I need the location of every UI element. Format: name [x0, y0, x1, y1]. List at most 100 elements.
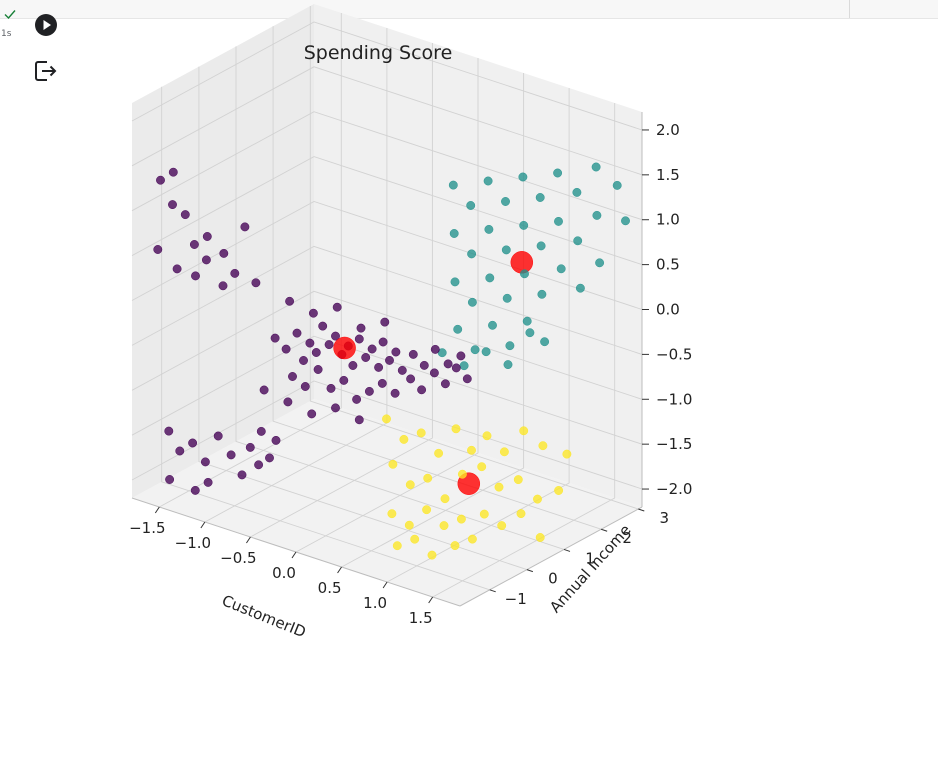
z-tick-label: −2.0	[656, 480, 692, 498]
data-point-cluster-2	[392, 541, 402, 551]
data-point-cluster-0	[406, 374, 416, 384]
data-point-cluster-0	[168, 200, 177, 210]
data-point-cluster-0	[299, 356, 308, 365]
data-point-cluster-2	[467, 534, 477, 544]
data-point-cluster-0	[356, 323, 366, 333]
x-tick-mark	[291, 551, 297, 559]
x-tick-label: −0.5	[220, 549, 256, 567]
centroid-point	[510, 251, 534, 274]
run-cell-button[interactable]	[34, 13, 58, 37]
data-point-cluster-0	[456, 351, 466, 361]
data-point-cluster-1	[466, 201, 476, 210]
data-point-cluster-2	[516, 509, 526, 519]
data-point-cluster-0	[385, 355, 394, 365]
x-grid-line	[386, 88, 570, 583]
data-point-cluster-0	[175, 446, 185, 456]
x-tick-label: −1.0	[175, 534, 211, 552]
centroid-point	[333, 336, 356, 360]
x-grid-line	[432, 103, 616, 598]
data-point-cluster-1	[484, 224, 494, 234]
data-point-cluster-1	[503, 360, 513, 370]
data-point-cluster-0	[189, 240, 199, 249]
data-point-cluster-0	[361, 353, 371, 362]
data-point-cluster-0	[443, 359, 453, 369]
data-point-cluster-2	[554, 486, 564, 495]
data-point-cluster-0	[390, 388, 400, 398]
data-point-cluster-2	[410, 534, 420, 544]
data-point-cluster-0	[270, 333, 280, 343]
z-tick-label: 1.0	[656, 211, 680, 229]
y-tick-label: 2	[622, 529, 632, 547]
z-grid-line	[131, 111, 643, 221]
y-tick-mark	[526, 569, 534, 573]
z-tick-label: 0.0	[656, 301, 680, 319]
data-points	[153, 162, 630, 560]
z-grid-line	[131, 201, 643, 310]
data-point-cluster-1	[536, 241, 546, 251]
data-point-cluster-2	[388, 459, 398, 469]
data-point-cluster-0	[429, 368, 439, 378]
data-point-cluster-0	[378, 337, 388, 347]
data-point-cluster-2	[399, 434, 409, 444]
data-point-cluster-0	[165, 475, 175, 484]
data-point-cluster-2	[497, 521, 507, 531]
execution-time: 1s	[1, 29, 12, 39]
data-point-cluster-0	[332, 302, 342, 312]
data-point-cluster-2	[499, 447, 509, 457]
data-point-cluster-2	[423, 473, 433, 483]
data-point-cluster-2	[382, 414, 391, 424]
data-point-cluster-1	[592, 210, 602, 220]
data-point-cluster-1	[453, 324, 463, 334]
data-point-cluster-2	[387, 509, 397, 519]
data-point-cluster-2	[427, 550, 437, 560]
y-grid-line	[161, 86, 490, 591]
x-tick-mark	[337, 566, 342, 574]
data-point-cluster-0	[201, 255, 211, 265]
data-point-cluster-0	[283, 397, 293, 407]
data-point-cluster-2	[535, 533, 545, 542]
y-grid-line	[309, 6, 639, 510]
data-point-cluster-1	[501, 245, 511, 255]
output-actions-button[interactable]	[33, 58, 59, 84]
data-point-cluster-2	[440, 494, 450, 504]
play-circle-icon	[35, 14, 57, 36]
data-point-cluster-0	[374, 362, 384, 372]
data-point-cluster-1	[485, 273, 495, 283]
data-point-cluster-1	[540, 337, 550, 347]
data-point-cluster-1	[448, 180, 458, 190]
z-tick-label: −0.5	[656, 345, 692, 363]
data-point-cluster-2	[482, 431, 492, 441]
data-point-cluster-0	[285, 296, 295, 306]
data-point-cluster-1	[505, 341, 515, 351]
data-point-cluster-0	[430, 344, 440, 354]
data-point-cluster-0	[168, 167, 178, 177]
data-point-cluster-2	[457, 469, 467, 479]
data-point-cluster-0	[440, 379, 450, 389]
x-grid-line	[341, 73, 525, 568]
data-point-cluster-0	[237, 470, 247, 480]
data-point-cluster-1	[467, 297, 477, 307]
data-point-cluster-0	[245, 442, 255, 452]
y-tick-mark	[489, 589, 496, 593]
z-grid-line	[131, 21, 643, 131]
data-point-cluster-0	[191, 271, 200, 281]
data-point-cluster-1	[591, 162, 601, 172]
data-point-cluster-1	[450, 277, 460, 287]
data-point-cluster-0	[354, 334, 364, 344]
grid-lines	[131, 6, 643, 598]
data-point-cluster-2	[562, 449, 572, 459]
data-point-cluster-0	[218, 281, 228, 291]
data-point-cluster-0	[240, 222, 250, 232]
data-point-cluster-0	[172, 264, 182, 274]
data-point-cluster-0	[156, 175, 165, 185]
data-point-cluster-2	[450, 541, 460, 551]
data-point-cluster-0	[203, 477, 213, 487]
data-point-cluster-2	[479, 509, 489, 519]
x-tick-mark	[246, 536, 251, 544]
chart-title: Spending Score	[304, 42, 453, 64]
data-point-cluster-1	[572, 187, 582, 197]
data-point-cluster-2	[477, 462, 487, 472]
data-point-cluster-2	[439, 521, 449, 531]
data-point-cluster-0	[180, 210, 190, 220]
data-point-cluster-0	[391, 347, 401, 357]
